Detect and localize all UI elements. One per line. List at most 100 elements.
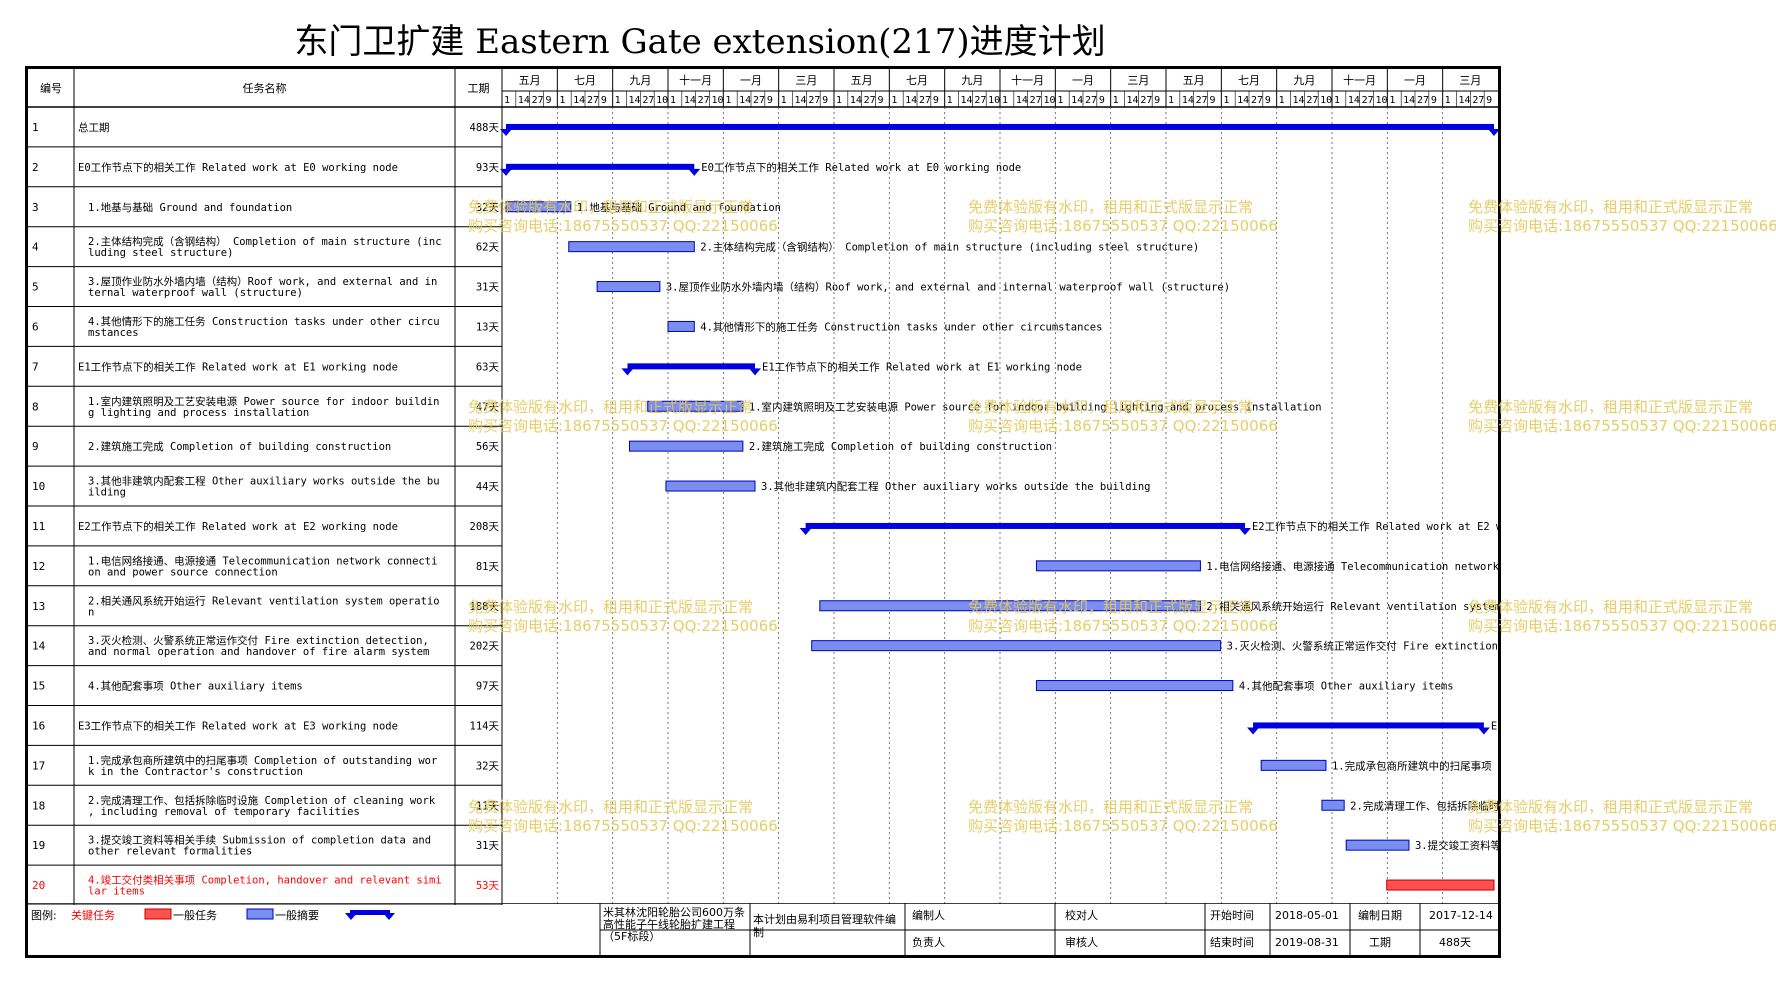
- day-tick-label: 1: [1002, 95, 1008, 106]
- day-tick-label: 27: [1472, 95, 1484, 106]
- day-tick-label: 1: [1389, 95, 1395, 106]
- task-duration: 93天: [476, 162, 500, 174]
- task-duration: 32天: [476, 760, 500, 772]
- end-label: 结束时间: [1210, 936, 1254, 949]
- task-id: 1: [32, 121, 39, 134]
- critical-bar: [1386, 879, 1495, 891]
- day-tick-label: 10: [712, 95, 724, 106]
- bar-label: 2.建筑施工完成 Completion of building construc…: [749, 440, 1052, 453]
- day-tick-label: 9: [822, 95, 828, 106]
- day-tick-label: 27: [698, 95, 710, 106]
- checker-label: 校对人: [1065, 909, 1098, 922]
- summary-bar: [805, 522, 1245, 529]
- task-id: 4: [32, 241, 39, 254]
- task-row: 1总工期488天总工期: [28, 121, 1498, 148]
- day-tick-label: 10: [1320, 95, 1332, 106]
- task-bar: [667, 320, 695, 332]
- task-row: 17 1.完成承包商所建筑中的扫尾事项 Completion of outstan…: [28, 754, 1498, 786]
- watermark-line1: 免费体验版有水印，租用和正式版显示正常: [1468, 798, 1754, 816]
- task-id: 16: [32, 719, 45, 732]
- task-row: 16 E3工作节点下的相关工作 Related work at E3 workin…: [28, 719, 1498, 746]
- day-tick-label: 14: [1403, 95, 1415, 106]
- day-tick-label: 14: [1127, 95, 1139, 106]
- day-tick-label: 27: [864, 95, 876, 106]
- legend-critical-swatch: [144, 908, 172, 920]
- reviewer-label: 审核人: [1065, 936, 1098, 949]
- day-tick-label: 1: [559, 95, 565, 106]
- day-tick-label: 9: [1154, 95, 1160, 106]
- day-tick-label: 27: [1362, 95, 1374, 106]
- task-bar: [568, 241, 695, 253]
- summary-end-marker: [749, 368, 762, 376]
- day-tick-label: 9: [878, 95, 884, 106]
- legend-summary-swatch: [350, 910, 390, 915]
- day-tick-label: 27: [1417, 95, 1429, 106]
- task-id: 12: [32, 560, 45, 573]
- day-tick-label: 1: [1334, 95, 1340, 106]
- summary-start-marker: [500, 168, 512, 176]
- date-value: 2017-12-14: [1429, 909, 1493, 922]
- task-name: E1工作节点下的相关工作 Related work at E1 working …: [78, 360, 398, 373]
- day-tick-label: 1: [1113, 95, 1119, 106]
- watermark-line2: 购买咨询电话:18675550537 QQ:22150066: [1468, 817, 1776, 835]
- task-name: 3.灭火检测、火警系统正常运作交付 Fire extinction detect…: [88, 634, 429, 647]
- bar-label: 3.屋顶作业防水外墙内墙（结构）Roof work, and external …: [666, 281, 1230, 294]
- day-tick-label: 14: [684, 95, 696, 106]
- task-duration: 488天: [470, 122, 500, 134]
- task-duration: 114天: [470, 720, 500, 732]
- day-tick-label: 27: [753, 95, 765, 106]
- day-tick-label: 9: [1486, 95, 1492, 106]
- month-label: 一月: [740, 74, 762, 87]
- summary-bar: [506, 163, 695, 170]
- task-id: 14: [32, 640, 46, 653]
- bar-label: 3.灭火检测、火警系统正常运作交付 Fire extinction detect…: [1227, 640, 1498, 653]
- day-tick-label: 27: [587, 95, 599, 106]
- bar-label: 2.主体结构完成（含钢结构） Completion of main struct…: [700, 241, 1199, 254]
- day-tick-label: 14: [1293, 95, 1305, 106]
- day-tick-label: 14: [629, 95, 641, 106]
- task-id: 9: [32, 440, 39, 453]
- task-name: 4.竣工交付类相关事项 Completion, handover and rel…: [88, 874, 442, 887]
- task-bar: [811, 640, 1222, 652]
- task-id: 7: [32, 360, 39, 373]
- legend-label: 图例:: [31, 909, 57, 922]
- task-name: 4.其他情形下的施工任务 Construction tasks under ot…: [88, 315, 440, 328]
- task-row: 8 1.室内建筑照明及工艺安装电源 Power source for indoor…: [28, 395, 1322, 427]
- task-row: 4 2.主体结构完成（含钢结构） Completion of main struc…: [28, 235, 1199, 268]
- task-name: ilding: [88, 487, 126, 499]
- day-tick-label: 1: [836, 95, 842, 106]
- watermark-line1: 免费体验版有水印，租用和正式版显示正常: [1468, 198, 1754, 216]
- bar-label: 1.完成承包商所建筑中的扫尾事项 Completion of outstandi…: [1332, 759, 1498, 772]
- month-label: 十一月: [679, 73, 712, 87]
- task-bar: [1321, 799, 1345, 811]
- month-label: 一月: [1404, 74, 1426, 87]
- task-row: 14 3.灭火检测、火警系统正常运作交付 Fire extinction dete…: [28, 634, 1498, 667]
- task-duration: 188天: [470, 601, 500, 613]
- day-tick-label: 9: [1210, 95, 1216, 106]
- month-label: 九月: [1293, 74, 1315, 87]
- task-bar: [505, 201, 572, 213]
- task-name: E0工作节点下的相关工作 Related work at E0 working …: [78, 161, 398, 174]
- watermark-line2: 购买咨询电话:18675550537 QQ:22150066: [1468, 617, 1776, 635]
- task-row: 7 E1工作节点下的相关工作 Related work at E1 working…: [28, 360, 1082, 387]
- task-row: 12 1.电信网络接通、电源接通 Telecommunication networ…: [28, 554, 1498, 587]
- watermark-line2: 购买咨询电话:18675550537 QQ:22150066: [1468, 417, 1776, 435]
- day-tick-label: 1: [891, 95, 897, 106]
- month-label: 三月: [1459, 74, 1481, 87]
- bar-label: E3工作节点下的相关工作 Related work at E3 working …: [1491, 719, 1498, 732]
- task-name: luding steel structure): [88, 247, 233, 259]
- task-duration: 47天: [476, 401, 500, 413]
- task-row: 11 E2工作节点下的相关工作 Related work at E2 workin…: [28, 520, 1498, 547]
- day-tick-label: 9: [1099, 95, 1105, 106]
- task-bar: [665, 480, 756, 492]
- task-name: 2.建筑施工完成 Completion of building construc…: [88, 440, 391, 453]
- task-name: other relevant formalities: [88, 846, 252, 858]
- task-duration: 31天: [476, 840, 500, 852]
- task-row: 6 4.其他情形下的施工任务 Construction tasks under o…: [28, 315, 1102, 347]
- day-tick-label: 1: [1168, 95, 1174, 106]
- task-id: 6: [32, 320, 39, 333]
- day-tick-label: 10: [1376, 95, 1388, 106]
- manager-label: 负责人: [912, 936, 945, 949]
- day-tick-label: 1: [781, 95, 787, 106]
